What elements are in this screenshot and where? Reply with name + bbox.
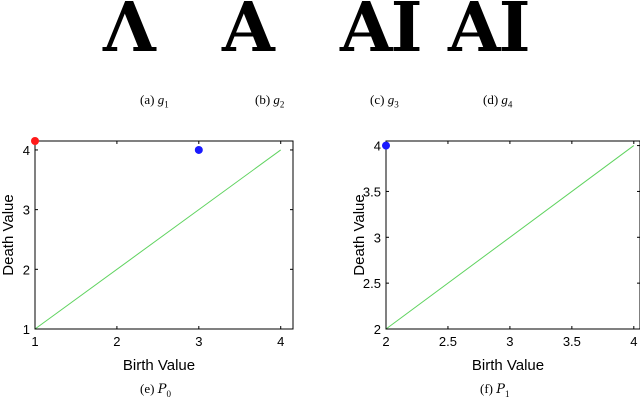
chart-1-caption: (e) P0 — [140, 381, 171, 399]
chart-1-ytick-label: 4 — [23, 143, 30, 158]
chart-2-y-axis-label: Death Value — [351, 194, 368, 275]
glyph-image-g4: AI — [448, 0, 531, 68]
chart-2-axes-frame — [385, 140, 640, 330]
chart-2-ytick-label: 4 — [374, 139, 381, 154]
chart-2-ytick-label: 3 — [374, 230, 381, 245]
chart-1-ytick-label: 1 — [23, 322, 30, 337]
chart-1-xtick-label: 3 — [195, 334, 202, 349]
caption-a-prefix: (a) — [140, 92, 155, 107]
chart-2-x-axis-label: Birth Value — [472, 357, 544, 374]
caption-c-prefix: (c) — [370, 92, 385, 107]
chart-2-xtick-label: 3 — [506, 334, 513, 349]
chart-1-caption-prefix: (e) — [140, 381, 158, 396]
chart-1-xtick-label: 4 — [277, 334, 284, 349]
caption-c: (c) g3 — [370, 92, 399, 110]
chart-1-ytick-label: 2 — [23, 262, 30, 277]
chart-2-xtick-label: 3.5 — [563, 334, 581, 349]
chart-1-x-axis-label: Birth Value — [123, 357, 195, 374]
chart-2-xtick-label: 2.5 — [439, 334, 457, 349]
caption-c-var: g — [387, 92, 395, 107]
chart-2-diagonal-line — [385, 145, 635, 330]
chart-2-caption: (f) P1 — [480, 381, 510, 399]
glyph-image-g2: A — [222, 0, 275, 68]
caption-d-var: g — [501, 92, 508, 107]
caption-b: (b) g2 — [255, 92, 284, 110]
caption-d-sub: 4 — [507, 99, 513, 110]
caption-b-var: g — [273, 92, 280, 107]
chart-1-caption-var: P — [157, 382, 167, 397]
caption-b-sub: 2 — [279, 99, 285, 110]
chart-2-caption-sub: 1 — [505, 389, 510, 399]
chart-1-caption-sub: 0 — [166, 389, 171, 399]
caption-a-sub: 1 — [164, 99, 169, 110]
chart-2-xtick-label: 4 — [630, 334, 637, 349]
chart-1-y-axis-label: Death Value — [0, 194, 17, 275]
chart-2-caption-prefix: (f) — [480, 381, 496, 396]
chart-1-diagonal-line — [34, 149, 282, 330]
chart-1-axes-frame — [34, 140, 294, 330]
glyph-image-g1: Λ — [103, 0, 156, 68]
chart-1-xtick-label: 1 — [31, 334, 38, 349]
glyph-image-g3: AI — [340, 0, 423, 68]
caption-d-prefix: (d) — [483, 92, 499, 107]
chart-2-ytick-label: 2 — [374, 322, 381, 337]
chart-1-point-1 — [31, 137, 39, 145]
caption-c-sub: 3 — [394, 99, 399, 110]
chart-1-ytick-label: 3 — [23, 203, 30, 218]
caption-b-prefix: (b) — [255, 92, 271, 107]
chart-2-point-1 — [382, 141, 390, 150]
chart-2-xtick-label: 2 — [382, 334, 389, 349]
caption-a: (a) g1 — [140, 92, 169, 110]
chart-2-ytick-label: 2.5 — [363, 276, 381, 291]
chart-2-caption-var: P — [495, 382, 505, 397]
caption-d: (d) g4 — [483, 92, 512, 110]
chart-2-ytick-label: 3.5 — [363, 184, 381, 199]
caption-a-var: g — [157, 92, 165, 107]
chart-1-xtick-label: 2 — [113, 334, 120, 349]
chart-1-point-2 — [194, 145, 203, 154]
